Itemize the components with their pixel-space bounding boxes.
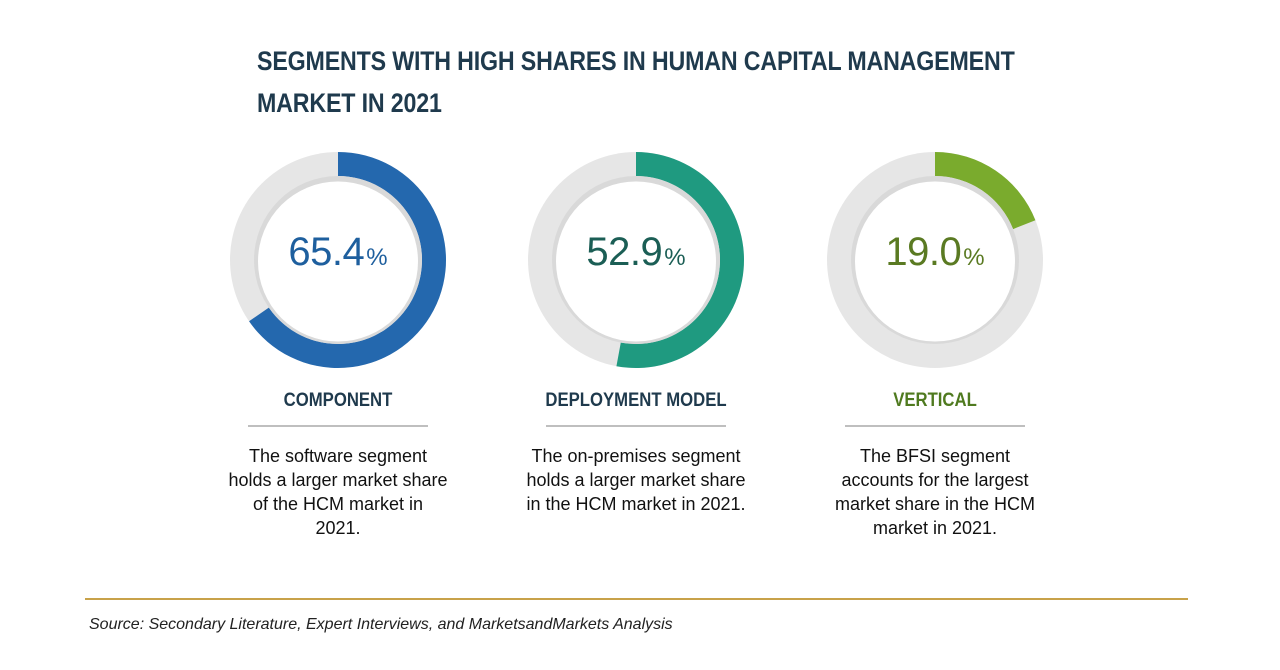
donut-value-vertical: 19.0% (815, 230, 1055, 275)
category-description-vertical: The BFSI segment accounts for the larges… (834, 446, 1036, 538)
source-note: Source: Secondary Literature, Expert Int… (89, 616, 673, 633)
category-label-deployment-model: DEPLOYMENT MODEL (545, 390, 727, 411)
value-unit: % (366, 244, 388, 271)
value-number: 65.4 (288, 230, 365, 274)
value-number: 19.0 (885, 230, 962, 274)
chart-title: SEGMENTS WITH HIGH SHARES IN HUMAN CAPIT… (257, 46, 1015, 118)
category-label-component: COMPONENT (283, 390, 393, 411)
value-unit: % (963, 244, 985, 271)
donut-value-component: 65.4% (218, 230, 458, 275)
category-label-vertical: VERTICAL (893, 390, 977, 411)
label-divider (546, 425, 726, 427)
donut-slice (935, 152, 1036, 230)
donut-value-deployment-model: 52.9% (516, 230, 756, 275)
donut-chart-vertical (827, 152, 1043, 368)
donut-center (258, 181, 418, 342)
donut-center (855, 181, 1015, 342)
category-description-component: The software segment holds a larger mark… (228, 446, 448, 538)
value-number: 52.9 (586, 230, 663, 274)
source-divider (85, 598, 1188, 600)
donut-slice (616, 152, 744, 369)
category-description-deployment-model: The on-premises segment holds a larger m… (526, 446, 746, 514)
label-divider (845, 425, 1025, 427)
value-unit: % (664, 244, 686, 271)
donut-chart-deployment-model (528, 152, 744, 369)
donut-chart-component (230, 152, 446, 368)
donut-center (556, 181, 716, 342)
label-divider (248, 425, 428, 427)
